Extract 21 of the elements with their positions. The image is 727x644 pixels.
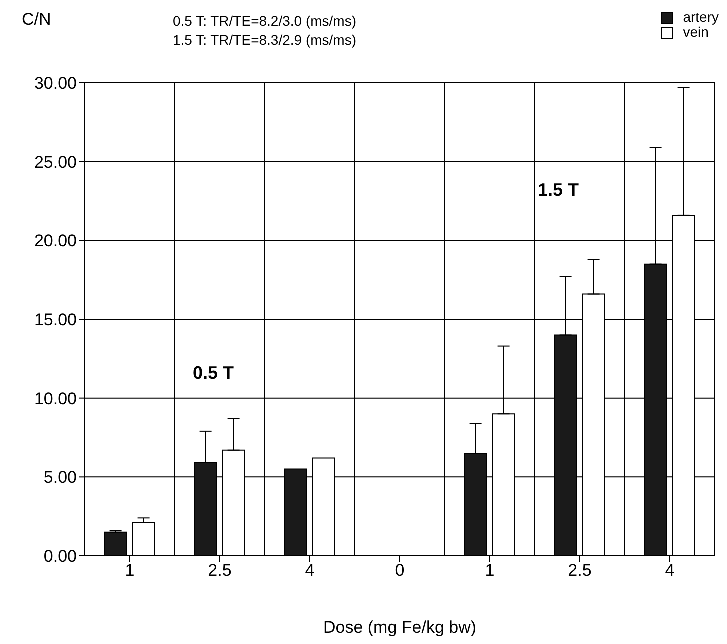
y-tick-label: 0.00	[44, 547, 77, 566]
x-tick-label: 2.5	[208, 561, 232, 580]
chart-subtitle: 0.5 T: TR/TE=8.2/3.0 (ms/ms) 1.5 T: TR/TE=8.3/2.9 (ms/ms)	[173, 12, 356, 50]
annotation: 1.5 T	[538, 180, 580, 201]
x-tick-label: 1	[485, 561, 495, 580]
annotation: 0.5 T	[193, 363, 234, 384]
x-tick-label: 4	[665, 561, 675, 580]
x-tick-label: 1	[125, 561, 135, 580]
y-tick-label: 30.00	[34, 74, 77, 94]
y-tick-label: 15.00	[34, 310, 77, 330]
x-tick-label: 2.5	[568, 561, 592, 580]
y-tick-label: 10.00	[34, 389, 77, 408]
y-axis-title: C/N	[22, 10, 52, 30]
legend-label: artery	[683, 9, 719, 25]
x-tick-label: 0	[395, 561, 405, 580]
y-tick-label: 25.00	[34, 152, 77, 172]
y-tick-label: 5.00	[44, 468, 77, 488]
y-tick-label: 20.00	[34, 232, 77, 251]
x-tick-label: 4	[305, 561, 315, 580]
legend-label: vein	[683, 24, 709, 40]
x-axis-title: Dose (mg Fe/kg bw)	[322, 618, 478, 638]
